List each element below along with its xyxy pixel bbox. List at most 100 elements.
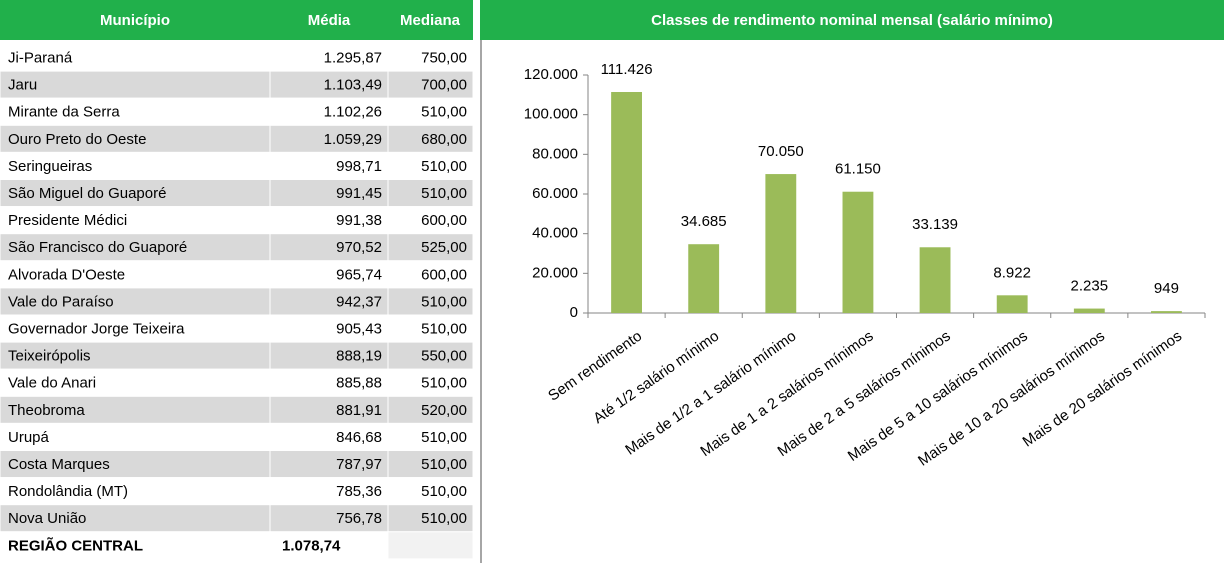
cell-bg xyxy=(269,124,389,153)
value-label: 33.139 xyxy=(912,216,958,233)
cell-value: 510,00 xyxy=(421,456,467,473)
value-label: 949 xyxy=(1154,280,1179,297)
cell-value: 787,97 xyxy=(336,456,382,473)
row-label: Ji-Paraná xyxy=(8,50,73,67)
cell-value: 885,88 xyxy=(336,375,382,392)
cell-value: 510,00 xyxy=(421,185,467,202)
column-header: Mediana xyxy=(400,12,461,29)
row-label: Ouro Preto do Oeste xyxy=(8,131,146,148)
cell-value: 991,38 xyxy=(336,212,382,229)
table-header-bg xyxy=(0,0,473,40)
cell-bg xyxy=(269,151,389,180)
y-tick-label: 100.000 xyxy=(524,106,578,123)
x-tick-label: Mais de 20 salários mínimos xyxy=(1020,328,1185,451)
cell-value: 1.295,87 xyxy=(324,50,382,67)
row-label: Presidente Médici xyxy=(8,212,127,229)
y-tick-label: 0 xyxy=(570,304,578,321)
cell-value: 525,00 xyxy=(421,239,467,256)
row-label: Urupá xyxy=(8,429,50,446)
cell-bg xyxy=(269,531,389,560)
row-label: Nova União xyxy=(8,510,86,527)
chart-header-bg xyxy=(480,0,1224,40)
row-label: Costa Marques xyxy=(8,456,110,473)
row-label: Jaru xyxy=(8,77,37,94)
y-tick-label: 80.000 xyxy=(532,145,578,162)
cell-value: 510,00 xyxy=(421,293,467,310)
cell-value: 965,74 xyxy=(336,266,382,283)
cell-value: 510,00 xyxy=(421,429,467,446)
cell-bg xyxy=(387,450,474,479)
cell-value: 1.102,26 xyxy=(324,104,382,121)
row-label: REGIÃO CENTRAL xyxy=(8,536,143,554)
cell-bg xyxy=(387,179,474,208)
cell-value: 970,52 xyxy=(336,239,382,256)
cell-value: 680,00 xyxy=(421,131,467,148)
cell-value: 510,00 xyxy=(421,510,467,527)
bar xyxy=(919,247,951,313)
chart-title: Classes de rendimento nominal mensal (sa… xyxy=(651,12,1053,29)
cell-bg xyxy=(269,395,389,424)
cell-bg xyxy=(387,260,474,289)
cell-bg xyxy=(387,124,474,153)
cell-bg xyxy=(0,287,271,316)
cell-bg xyxy=(269,341,389,370)
row-label: Seringueiras xyxy=(8,158,92,175)
cell-value: 1.103,49 xyxy=(324,77,382,94)
cell-bg xyxy=(387,531,474,560)
cell-bg xyxy=(387,341,474,370)
row-label: Governador Jorge Teixeira xyxy=(8,321,185,338)
row-label: Theobroma xyxy=(8,402,85,419)
cell-value: 1.059,29 xyxy=(324,131,382,148)
x-tick-label: Até 1/2 salário mínimo xyxy=(590,328,722,428)
cell-bg xyxy=(0,97,271,126)
value-label: 61.150 xyxy=(835,161,881,178)
cell-bg xyxy=(269,43,389,72)
value-label: 70.050 xyxy=(758,143,804,160)
bar xyxy=(842,191,874,313)
cell-bg xyxy=(0,477,271,506)
cell-value: 510,00 xyxy=(421,483,467,500)
y-tick-label: 120.000 xyxy=(524,66,578,83)
cell-value: 888,19 xyxy=(336,348,382,365)
cell-bg xyxy=(387,477,474,506)
cell-bg xyxy=(387,151,474,180)
cell-bg xyxy=(387,504,474,533)
bar xyxy=(688,244,720,313)
cell-value: 750,00 xyxy=(421,50,467,67)
y-tick-label: 40.000 xyxy=(532,225,578,242)
cell-bg xyxy=(269,422,389,451)
cell-bg xyxy=(0,314,271,343)
cell-value: 510,00 xyxy=(421,321,467,338)
bar xyxy=(1073,308,1105,313)
row-label: Vale do Anari xyxy=(8,375,96,392)
cell-bg xyxy=(269,206,389,235)
cell-bg xyxy=(0,206,271,235)
row-label: Alvorada D'Oeste xyxy=(8,266,125,283)
cell-bg xyxy=(387,43,474,72)
cell-bg xyxy=(387,233,474,262)
cell-bg xyxy=(387,206,474,235)
cell-bg xyxy=(0,70,271,99)
cell-value: 942,37 xyxy=(336,293,382,310)
value-label: 8.922 xyxy=(993,264,1031,281)
cell-value: 700,00 xyxy=(421,77,467,94)
y-tick-label: 60.000 xyxy=(532,185,578,202)
cell-bg xyxy=(387,368,474,397)
cell-value: 905,43 xyxy=(336,321,382,338)
row-label: São Francisco do Guaporé xyxy=(8,239,187,256)
bar xyxy=(611,92,642,313)
row-label: São Miguel do Guaporé xyxy=(8,185,166,202)
cell-bg xyxy=(0,504,271,533)
cell-value: 1.078,74 xyxy=(282,537,341,554)
row-label: Mirante da Serra xyxy=(8,104,120,121)
cell-value: 510,00 xyxy=(421,375,467,392)
bar xyxy=(1151,311,1182,313)
cell-value: 785,36 xyxy=(336,483,382,500)
cell-bg xyxy=(387,422,474,451)
cell-bg xyxy=(387,70,474,99)
value-label: 34.685 xyxy=(681,213,727,230)
cell-bg xyxy=(269,233,389,262)
cell-value: 998,71 xyxy=(336,158,382,175)
cell-value: 550,00 xyxy=(421,348,467,365)
